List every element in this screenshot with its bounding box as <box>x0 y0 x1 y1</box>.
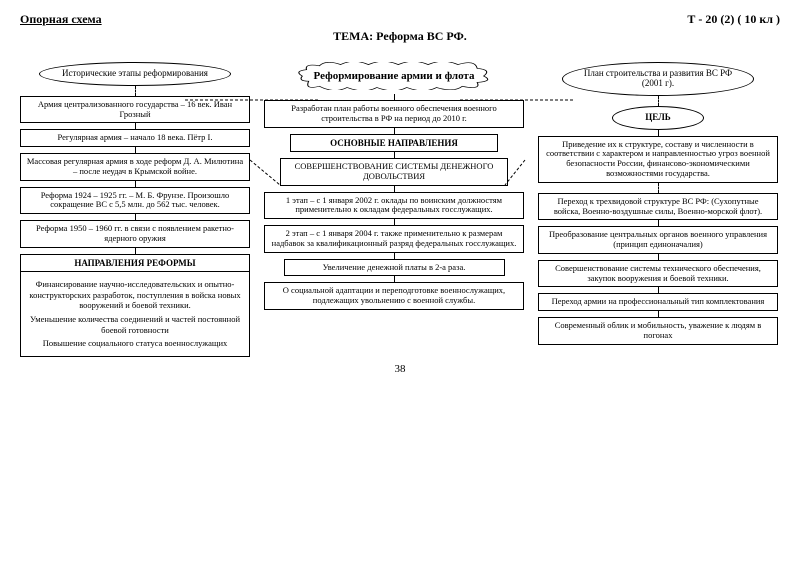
center-subtitle: СОВЕРШЕНСТВОВАНИЕ СИСТЕМЫ ДЕНЕЖНОГО ДОВО… <box>280 158 509 186</box>
header-left: Опорная схема <box>20 12 102 27</box>
header-row: Опорная схема Т - 20 (2) ( 10 кл ) <box>20 12 780 27</box>
column-center: Реформирование армии и флота Разработан … <box>264 62 524 310</box>
right-box-4: Совершенствование системы технического о… <box>538 260 778 288</box>
page-number: 38 <box>20 363 780 375</box>
left-directions-title: НАПРАВЛЕНИЯ РЕФОРМЫ <box>20 254 250 272</box>
right-box-1: Приведение их к структуре, составу и чис… <box>538 136 778 183</box>
goal-ellipse: ЦЕЛЬ <box>612 106 704 130</box>
center-stage2: 2 этап – с 1 января 2004 г. также примен… <box>264 225 524 253</box>
right-box-6: Современный облик и мобильность, уважени… <box>538 317 778 345</box>
right-box-3: Преобразование центральных органов военн… <box>538 226 778 254</box>
right-box-5: Переход армии на профессиональный тип ко… <box>538 293 778 311</box>
left-box-3: Массовая регулярная армия в ходе реформ … <box>20 153 250 181</box>
left-box-2: Регулярная армия – начало 18 века. Пётр … <box>20 129 250 147</box>
center-stage1: 1 этап – с 1 января 2002 г. оклады по во… <box>264 192 524 220</box>
left-p1: Финансирование научно-исследовательских … <box>27 279 243 311</box>
left-p3: Повышение социального статуса военнослуж… <box>27 338 243 349</box>
left-ellipse: Исторические этапы реформирования <box>39 62 231 86</box>
right-ellipse: План строительства и развития ВС РФ (200… <box>562 62 754 96</box>
column-left: Исторические этапы реформирования Армия … <box>20 62 250 357</box>
cloud-title: Реформирование армии и флота <box>298 62 490 90</box>
right-box-2: Переход к трехвидовой структуре ВС РФ: (… <box>538 193 778 221</box>
center-adaptation: О социальной адаптации и переподготовке … <box>264 282 524 310</box>
left-box-4: Реформа 1924 – 1925 гг. – М. Б. Фрунзе. … <box>20 187 250 215</box>
left-box-5: Реформа 1950 – 1960 гг. в связи с появле… <box>20 220 250 248</box>
center-directions-title: ОСНОВНЫЕ НАПРАВЛЕНИЯ <box>290 134 498 152</box>
header-right: Т - 20 (2) ( 10 кл ) <box>687 12 780 27</box>
center-increase: Увеличение денежной платы в 2-а раза. <box>284 259 505 277</box>
center-first-box: Разработан план работы военного обеспече… <box>264 100 524 128</box>
column-right: План строительства и развития ВС РФ (200… <box>538 62 778 345</box>
theme-title: ТЕМА: Реформа ВС РФ. <box>20 29 780 44</box>
left-box-1: Армия централизованного государства – 16… <box>20 96 250 124</box>
left-p2: Уменьшение количества соединений и часте… <box>27 314 243 335</box>
left-directions-body: Финансирование научно-исследовательских … <box>20 272 250 357</box>
